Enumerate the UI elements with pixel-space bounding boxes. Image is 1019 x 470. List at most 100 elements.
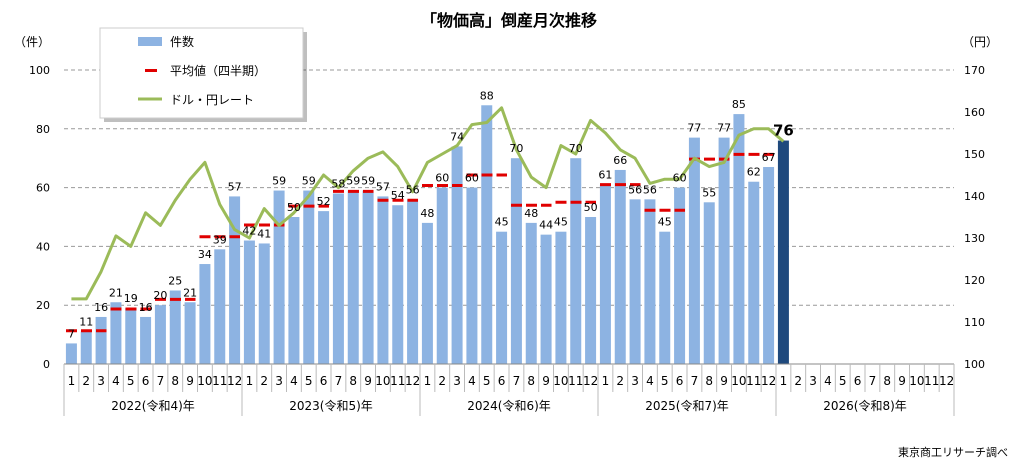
data-label: 59 xyxy=(302,175,316,188)
bar xyxy=(318,211,330,364)
month-label: 6 xyxy=(142,374,150,388)
y-tick-label: 100 xyxy=(29,64,50,77)
legend-avg-label: 平均値（四半期） xyxy=(170,63,266,78)
month-label: 4 xyxy=(646,374,654,388)
source-note: 東京商工リサーチ調べ xyxy=(898,445,1008,459)
bar xyxy=(777,140,789,364)
data-label: 50 xyxy=(584,201,598,214)
bar xyxy=(243,240,255,364)
month-label: 7 xyxy=(157,374,165,388)
bar xyxy=(451,146,463,364)
month-label: 8 xyxy=(171,374,179,388)
data-label: 85 xyxy=(732,98,746,111)
bar xyxy=(362,190,374,364)
month-label: 5 xyxy=(483,374,491,388)
month-label: 2 xyxy=(260,374,268,388)
bar xyxy=(125,308,137,364)
data-label: 25 xyxy=(168,275,182,288)
month-label: 4 xyxy=(112,374,120,388)
y-tick-label: 60 xyxy=(36,182,50,195)
data-label: 42 xyxy=(242,225,256,238)
y2-tick-label: 110 xyxy=(964,316,985,329)
bar xyxy=(80,331,92,364)
data-label: 19 xyxy=(124,292,138,305)
y-tick-label: 0 xyxy=(43,358,50,371)
month-label: 5 xyxy=(127,374,135,388)
month-label: 12 xyxy=(227,374,242,388)
month-label: 6 xyxy=(498,374,506,388)
month-label: 2 xyxy=(438,374,446,388)
month-label: 11 xyxy=(746,374,761,388)
bar xyxy=(421,222,433,364)
bar xyxy=(763,167,775,364)
bar xyxy=(540,234,552,364)
month-label: 4 xyxy=(290,374,298,388)
data-label: 74 xyxy=(450,130,464,143)
bar xyxy=(288,217,300,364)
year-label: 2026(令和8)年 xyxy=(823,398,907,413)
month-label: 8 xyxy=(883,374,891,388)
data-label: 70 xyxy=(509,142,523,155)
month-label: 12 xyxy=(405,374,420,388)
bar xyxy=(377,196,389,364)
bar xyxy=(688,137,700,364)
data-label: 77 xyxy=(717,122,731,135)
month-label: 10 xyxy=(375,374,390,388)
bar xyxy=(229,196,241,364)
data-label: 60 xyxy=(465,172,479,185)
data-label: 52 xyxy=(317,195,331,208)
bar xyxy=(466,187,478,364)
data-label: 57 xyxy=(228,180,242,193)
data-label: 76 xyxy=(773,122,794,140)
bar xyxy=(347,190,359,364)
data-label: 21 xyxy=(109,286,123,299)
month-label: 1 xyxy=(424,374,432,388)
month-label: 2 xyxy=(82,374,90,388)
month-label: 7 xyxy=(691,374,699,388)
bar xyxy=(199,264,211,364)
legend: 件数 平均値（四半期） ドル・円レート xyxy=(99,27,307,122)
month-label: 1 xyxy=(68,374,76,388)
bar xyxy=(169,290,181,364)
legend-bar-swatch xyxy=(138,37,162,46)
exchange-rate-line xyxy=(71,106,785,301)
month-label: 10 xyxy=(197,374,212,388)
month-label: 12 xyxy=(939,374,954,388)
bar xyxy=(332,193,344,364)
data-label: 21 xyxy=(183,286,197,299)
legend-bar-label: 件数 xyxy=(170,34,194,49)
month-label: 3 xyxy=(809,374,817,388)
month-label: 3 xyxy=(97,374,105,388)
month-label: 4 xyxy=(468,374,476,388)
y2-tick-label: 130 xyxy=(964,232,985,245)
month-label: 7 xyxy=(869,374,877,388)
bar xyxy=(258,243,270,364)
month-label: 8 xyxy=(705,374,713,388)
data-label: 56 xyxy=(628,183,642,196)
left-axis-unit: （件） xyxy=(14,35,50,49)
bar xyxy=(629,199,641,364)
data-label: 48 xyxy=(420,207,434,220)
y2-tick-label: 140 xyxy=(964,190,985,203)
bar xyxy=(496,231,508,364)
right-axis-unit: （円） xyxy=(962,35,998,49)
bar xyxy=(303,190,315,364)
month-label: 9 xyxy=(364,374,372,388)
data-label: 50 xyxy=(287,201,301,214)
y2-tick-label: 160 xyxy=(964,106,985,119)
month-label: 11 xyxy=(924,374,939,388)
data-label: 41 xyxy=(257,227,271,240)
data-label: 59 xyxy=(361,175,375,188)
month-label: 10 xyxy=(909,374,924,388)
bar xyxy=(674,187,686,364)
bar xyxy=(555,231,567,364)
data-label: 16 xyxy=(94,301,108,314)
month-label: 5 xyxy=(839,374,847,388)
bar xyxy=(614,169,626,364)
bar xyxy=(273,190,285,364)
bar xyxy=(110,302,122,364)
bar xyxy=(644,199,656,364)
legend-line-label: ドル・円レート xyxy=(170,93,254,107)
month-label: 8 xyxy=(349,374,357,388)
month-label: 5 xyxy=(661,374,669,388)
